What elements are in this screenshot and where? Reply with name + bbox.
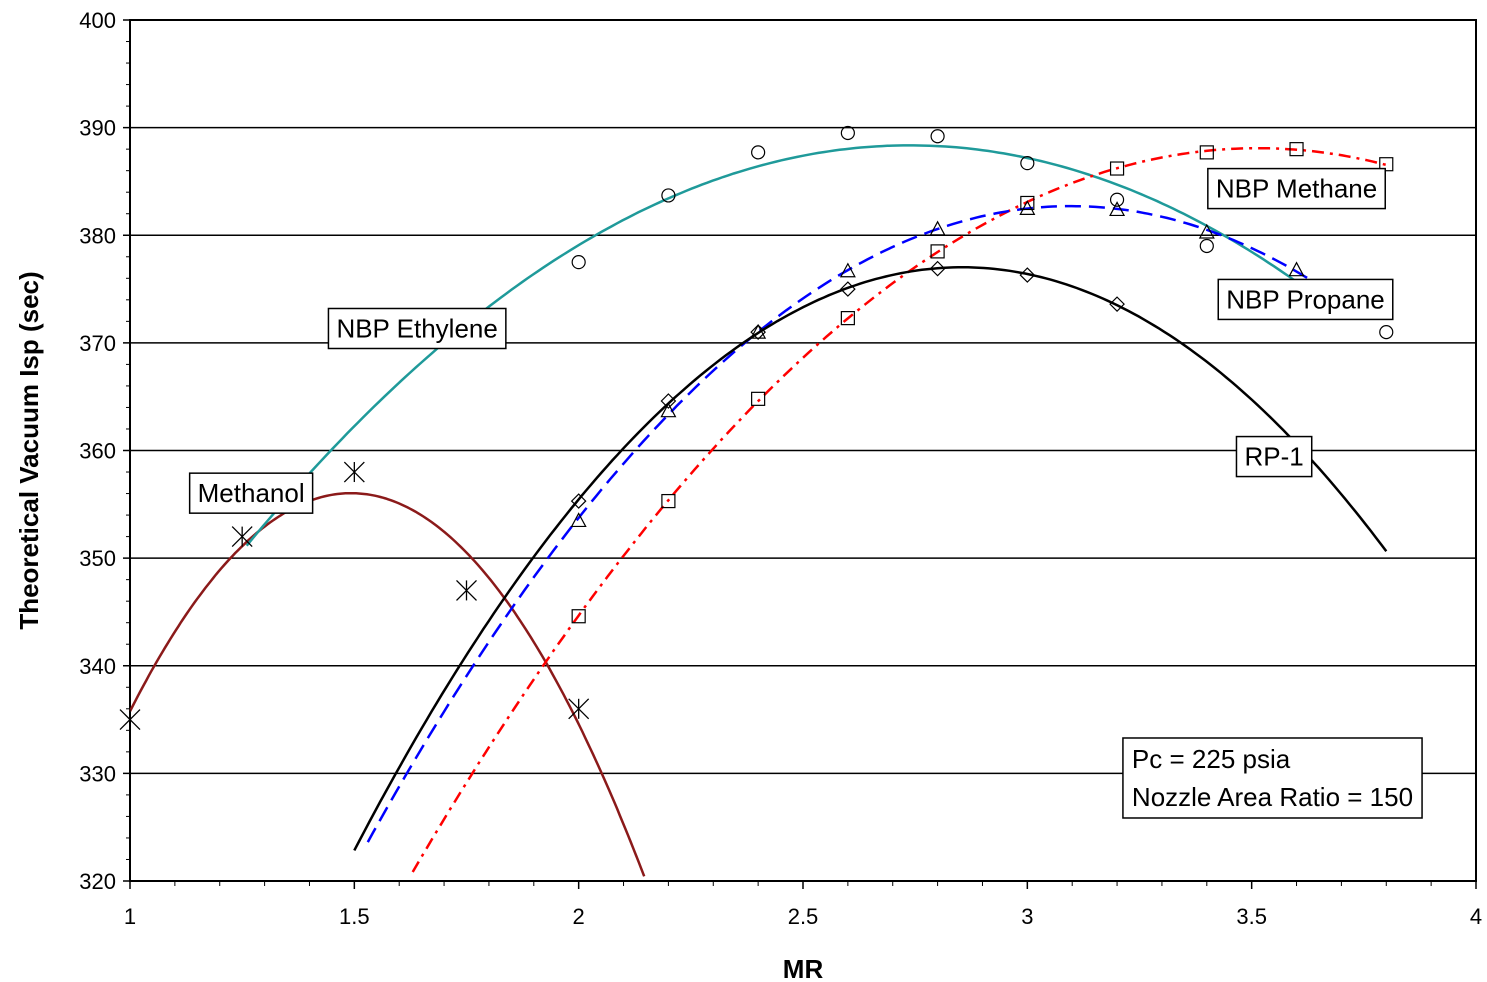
data-point-triangle (570, 512, 587, 528)
data-point-triangle (1019, 200, 1036, 215)
data-point-square (840, 311, 855, 326)
data-point-diamond (840, 281, 856, 297)
series-markers (119, 125, 1394, 731)
curve-methanol (128, 491, 646, 877)
x-tick-label: 2.5 (788, 904, 819, 929)
curve-rp-1 (353, 266, 1388, 851)
y-tick-label: 360 (79, 439, 116, 464)
conditions-box: Pc = 225 psia Nozzle Area Ratio = 150 (1122, 737, 1423, 819)
callout-label: Methanol (198, 478, 305, 508)
x-axis-title: MR (783, 954, 824, 982)
data-point-square (1289, 142, 1304, 157)
y-axis-title: Theoretical Vacuum Isp (sec) (14, 271, 44, 629)
data-point-diamond (1019, 267, 1036, 283)
x-tick-label: 3.5 (1236, 904, 1267, 929)
data-point-triangle (750, 323, 767, 339)
data-point-circle (1379, 325, 1394, 340)
callout-nbp-methane: NBP Methane (1207, 167, 1386, 210)
data-point-circle (1199, 238, 1214, 254)
data-point-triangle (1109, 201, 1126, 217)
data-point-asterisk (231, 526, 253, 548)
data-point-asterisk (119, 709, 141, 731)
data-point-triangle (929, 220, 946, 236)
x-axis: 1 1.5 2 2.5 3 3.5 4 (124, 881, 1482, 929)
callout-rp-1: RP-1 (1235, 435, 1313, 478)
data-point-square (930, 244, 945, 259)
data-point-circle (930, 129, 945, 144)
x-tick-label: 1 (124, 904, 136, 929)
data-point-square (571, 609, 586, 624)
data-point-circle (751, 145, 766, 160)
data-point-circle (840, 125, 855, 141)
data-point-diamond (929, 260, 946, 277)
data-point-square (1379, 157, 1394, 172)
curve-nbp-methane (411, 146, 1387, 873)
x-tick-label: 2 (573, 904, 585, 929)
callout-nbp-ethylene: NBP Ethylene (327, 307, 507, 350)
callout-label: NBP Propane (1226, 284, 1385, 314)
curve-nbp-ethylene (245, 144, 1307, 547)
x-tick-label: 4 (1470, 904, 1482, 929)
y-tick-label: 340 (79, 654, 116, 679)
callout-label: RP-1 (1244, 442, 1303, 472)
y-tick-label: 330 (79, 761, 116, 786)
y-tick-label: 390 (79, 116, 116, 141)
data-point-asterisk (568, 698, 590, 720)
data-point-square (1109, 161, 1125, 176)
data-point-triangle (660, 402, 677, 418)
data-point-diamond (660, 393, 677, 409)
data-point-asterisk (343, 461, 365, 483)
x-tick-label: 1.5 (339, 904, 370, 929)
data-point-circle (571, 255, 586, 270)
data-point-square (661, 493, 676, 509)
data-point-square (751, 391, 766, 406)
series-callouts: NBP Ethylene Methanol NBP Methane NBP Propa… (188, 167, 1394, 514)
y-axis: 320 330 340 350 360 370 380 390 400 (79, 8, 130, 894)
data-point-square (1020, 195, 1035, 211)
data-point-circle (661, 188, 676, 203)
y-tick-label: 380 (79, 223, 116, 248)
conditions-line: Nozzle Area Ratio = 150 (1132, 782, 1413, 812)
conditions-box-frame (1122, 737, 1423, 819)
callout-label: NBP Methane (1216, 174, 1377, 204)
y-tick-label: 400 (79, 8, 116, 33)
callout-methanol: Methanol (188, 472, 314, 514)
data-point-circle (1020, 156, 1035, 171)
data-point-triangle (1288, 261, 1305, 277)
x-tick-label: 3 (1021, 904, 1033, 929)
callout-label: NBP Ethylene (336, 313, 497, 343)
data-point-asterisk (456, 579, 477, 601)
data-point-triangle (839, 262, 856, 278)
data-point-diamond (750, 324, 766, 340)
callout-nbp-propane: NBP Propane (1217, 278, 1394, 321)
conditions-line: Pc = 225 psia (1132, 744, 1291, 774)
y-tick-label: 320 (79, 869, 116, 894)
y-tick-label: 350 (79, 546, 116, 571)
data-point-circle (1109, 192, 1125, 207)
data-point-diamond (570, 493, 587, 509)
y-tick-label: 370 (79, 331, 116, 356)
data-point-diamond (1109, 296, 1125, 312)
data-point-triangle (1198, 223, 1215, 239)
data-point-square (1199, 145, 1214, 160)
